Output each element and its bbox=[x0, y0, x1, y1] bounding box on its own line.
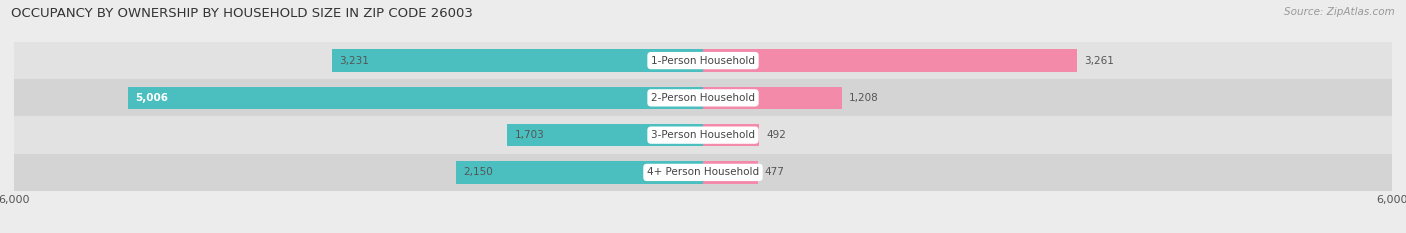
Bar bbox=[703, 124, 759, 146]
Bar bbox=[508, 124, 703, 146]
Text: 3-Person Household: 3-Person Household bbox=[651, 130, 755, 140]
Bar bbox=[703, 49, 1077, 72]
Bar bbox=[332, 49, 703, 72]
Text: 4+ Person Household: 4+ Person Household bbox=[647, 168, 759, 177]
Bar bbox=[703, 161, 758, 184]
Bar bbox=[703, 87, 842, 109]
Text: OCCUPANCY BY OWNERSHIP BY HOUSEHOLD SIZE IN ZIP CODE 26003: OCCUPANCY BY OWNERSHIP BY HOUSEHOLD SIZE… bbox=[11, 7, 474, 20]
Text: 3,261: 3,261 bbox=[1084, 56, 1114, 65]
Text: Source: ZipAtlas.com: Source: ZipAtlas.com bbox=[1284, 7, 1395, 17]
Bar bbox=[128, 87, 703, 109]
Bar bbox=[14, 116, 1392, 154]
Text: 1,703: 1,703 bbox=[515, 130, 544, 140]
Bar bbox=[14, 79, 1392, 116]
Text: 5,006: 5,006 bbox=[135, 93, 169, 103]
Bar bbox=[456, 161, 703, 184]
Bar bbox=[14, 154, 1392, 191]
Text: 492: 492 bbox=[766, 130, 786, 140]
Text: 1,208: 1,208 bbox=[849, 93, 879, 103]
Text: 3,231: 3,231 bbox=[339, 56, 368, 65]
Text: 1-Person Household: 1-Person Household bbox=[651, 56, 755, 65]
Text: 477: 477 bbox=[765, 168, 785, 177]
Text: 2-Person Household: 2-Person Household bbox=[651, 93, 755, 103]
Text: 2,150: 2,150 bbox=[463, 168, 492, 177]
Bar bbox=[14, 42, 1392, 79]
